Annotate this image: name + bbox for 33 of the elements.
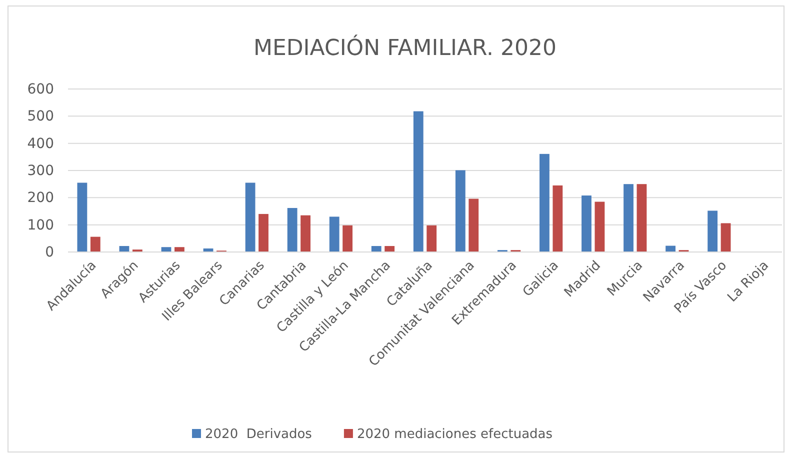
y-tick-label: 600 [27,81,54,98]
bar [287,208,298,252]
bar [342,225,353,252]
legend-label: 2020 Derivados [205,427,312,442]
bar [594,202,605,252]
y-tick-label: 300 [27,162,54,179]
chart-title: MEDIACIÓN FAMILIAR. 2020 [253,34,557,61]
bar [708,210,718,252]
bar [413,111,424,252]
legend-label: 2020 mediaciones efectuadas [356,427,553,442]
bar [258,214,268,252]
bar [245,182,256,252]
bar [468,198,479,252]
y-tick-label: 400 [27,136,54,152]
y-tick-label: 500 [27,108,54,125]
bar [455,170,466,252]
bar [636,184,647,252]
bar [582,195,592,252]
bar [624,184,634,252]
bar [90,236,100,252]
bar [426,225,437,252]
bar [552,185,563,252]
bar [329,216,340,252]
y-tick-label: 100 [27,217,54,234]
bar [174,247,184,252]
bar [77,182,88,252]
bar [300,215,310,252]
y-tick-label: 200 [27,190,54,206]
bar [720,223,731,252]
y-tick-label: 0 [45,244,54,260]
bar [540,154,550,252]
bar [384,246,395,252]
bar [371,246,382,252]
